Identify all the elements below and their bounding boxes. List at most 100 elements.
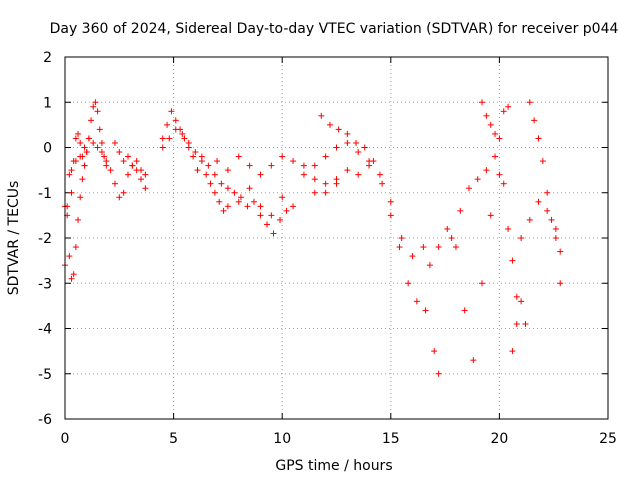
data-point-marker (531, 117, 538, 124)
data-point-marker (250, 198, 257, 205)
data-point-marker (420, 244, 427, 251)
data-point-marker (94, 108, 101, 115)
data-point-marker (270, 230, 277, 237)
data-point-marker (290, 203, 297, 210)
data-point-marker (318, 112, 325, 119)
data-point-marker (522, 320, 529, 327)
data-point-marker (220, 207, 227, 214)
y-axis-label: SDTVAR / TECUs (6, 181, 22, 296)
data-point-marker (279, 153, 286, 160)
data-point-marker (68, 275, 75, 282)
data-point-marker (120, 158, 127, 165)
data-point-marker (355, 149, 362, 156)
data-point-marker (179, 130, 186, 137)
x-axis-label: GPS time / hours (275, 458, 392, 474)
data-point-marker (398, 235, 405, 241)
data-point-marker (300, 162, 307, 169)
data-point-marker (344, 130, 351, 137)
data-point-marker (116, 149, 123, 156)
data-point-marker (90, 139, 97, 146)
data-point-marker (333, 144, 340, 151)
x-tick-label: 10 (273, 431, 291, 447)
data-point-marker (224, 203, 231, 210)
data-point-marker (66, 171, 73, 178)
data-point-marker (431, 348, 438, 355)
data-point-marker (211, 189, 218, 196)
data-point-marker (396, 244, 403, 251)
data-point-marker (103, 158, 110, 165)
data-point-marker (344, 167, 351, 174)
data-point-marker (90, 103, 97, 110)
data-point-marker (535, 135, 542, 142)
plot-frame (64, 56, 609, 420)
data-point-marker (142, 185, 149, 192)
data-point-marker (474, 176, 481, 183)
data-point-marker (518, 298, 525, 305)
data-point-marker (283, 207, 290, 214)
data-point-marker (77, 139, 84, 146)
data-point-marker (181, 135, 188, 142)
data-point-marker (487, 121, 494, 128)
data-point-marker (461, 307, 468, 314)
data-point-marker (333, 176, 340, 183)
data-point-marker (426, 262, 433, 269)
data-point-marker (479, 99, 486, 106)
data-point-marker (505, 103, 512, 110)
data-point-marker (101, 153, 108, 160)
data-point-marker (552, 235, 559, 241)
y-tick-label: -4 (38, 322, 52, 338)
data-point-marker (500, 108, 507, 115)
data-point-marker (483, 167, 490, 174)
data-point-marker (268, 212, 275, 219)
data-point-marker (138, 167, 145, 174)
data-point-marker (513, 293, 520, 300)
data-point-marker (505, 225, 512, 232)
data-point-marker (361, 144, 368, 151)
data-point-marker (496, 171, 503, 178)
data-point-marker (405, 280, 412, 287)
data-point-marker (435, 370, 442, 377)
data-point-marker (192, 149, 199, 156)
data-point-marker (257, 212, 264, 219)
data-point-marker (311, 176, 318, 183)
data-point-marker (448, 235, 455, 241)
data-point-marker (435, 244, 442, 251)
data-point-marker (544, 189, 551, 196)
data-point-marker (214, 158, 221, 165)
data-point-marker (172, 117, 179, 124)
data-point-marker (203, 171, 210, 178)
data-point-marker (422, 307, 429, 314)
data-point-marker (277, 216, 284, 223)
data-point-marker (94, 144, 101, 151)
data-point-marker (70, 271, 77, 278)
data-point-marker (185, 139, 192, 146)
data-point-marker (300, 171, 307, 178)
y-tick-label: 2 (43, 50, 52, 66)
data-point-marker (311, 162, 318, 169)
data-point-marker (409, 253, 416, 260)
data-point-marker (366, 162, 373, 169)
data-point-marker (322, 189, 329, 196)
data-point-marker (344, 139, 351, 146)
data-point-marker (492, 130, 499, 137)
data-point-marker (387, 212, 394, 219)
x-tick-label: 0 (61, 431, 70, 447)
data-point-marker (77, 153, 84, 160)
data-point-marker (353, 139, 360, 146)
data-point-marker (205, 162, 212, 169)
data-point-marker (487, 212, 494, 219)
data-point-marker (116, 194, 123, 201)
data-point-marker (465, 185, 472, 192)
data-point-marker (129, 162, 136, 169)
data-point-marker (216, 198, 223, 205)
data-point-marker (83, 149, 90, 156)
data-point-marker (72, 135, 79, 142)
data-point-marker (224, 167, 231, 174)
data-point-marker (168, 108, 175, 115)
y-tick-label: 0 (43, 141, 52, 157)
grid (65, 57, 608, 419)
data-point-marker (496, 135, 503, 142)
data-point-marker (557, 248, 564, 255)
data-point-marker (492, 153, 499, 160)
